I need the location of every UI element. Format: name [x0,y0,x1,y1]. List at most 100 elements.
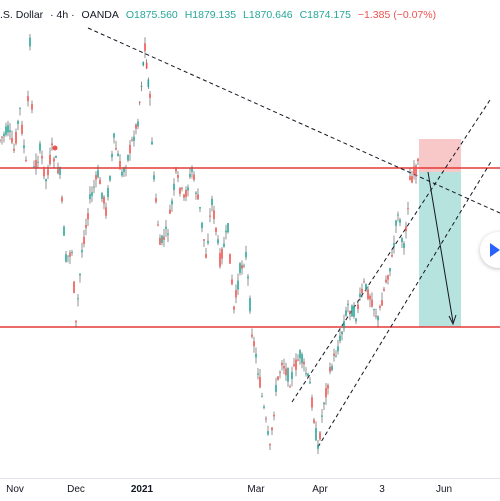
candle-body [217,239,219,244]
candle-body [75,320,77,323]
candle-body [189,174,191,178]
candle-body [23,145,25,149]
play-icon [490,243,500,257]
candle-body [353,305,355,317]
replay-play-button[interactable] [480,232,500,268]
candle-body [391,254,393,257]
candle-body [109,175,111,181]
candle-body [163,236,165,240]
candle-body [105,207,107,216]
candle-body [237,280,239,290]
candle-body [31,104,33,110]
candle-body [269,443,271,446]
candle-body [101,192,103,199]
candle-body [263,406,265,409]
candle-body [251,334,253,337]
candle-body [365,283,367,291]
price-chart[interactable] [0,0,500,478]
candle-body [19,107,21,109]
candle-body [415,165,417,177]
x-label-2021: 2021 [130,484,154,495]
candle-body [311,397,313,408]
interval-label[interactable]: · 4h · [50,9,75,21]
candle-body [157,224,159,226]
candle-body [183,194,185,198]
candle-body [15,132,17,144]
candle-body [35,160,37,168]
candle-body [373,309,375,311]
candle-body [167,233,169,235]
channel-lower-line[interactable] [317,159,493,448]
candle-body [43,166,45,177]
candle-body [399,219,401,223]
candle-body [341,331,343,335]
candle-body [135,124,137,129]
candle-body [247,276,249,279]
candle-body [77,298,79,300]
candle-body [221,248,223,259]
candle-body [395,220,397,226]
candle-body [227,223,229,233]
candle-body [357,304,359,310]
candle-body [293,364,295,366]
candle-body [349,310,351,314]
candle-body [53,158,55,162]
candle-body [385,279,387,283]
candle-body [287,368,289,382]
candle-body [137,121,139,127]
take-profit-zone[interactable] [419,172,461,327]
candle-body [125,167,127,169]
candle-body [159,238,161,245]
candle-body [197,194,199,200]
candle-body [127,155,129,161]
candle-body [5,126,7,135]
candle-body [231,279,233,285]
candle-body [191,169,193,172]
x-label-3: 3 [379,484,385,495]
candle-body [413,166,415,175]
candle-body [161,235,163,243]
candle-body [199,206,201,209]
close-value: C1874.175 [299,9,351,21]
candle-body [151,141,153,145]
candle-body [169,209,171,214]
candle-body [39,143,41,151]
candle-body [285,368,287,376]
candle-body [271,427,273,431]
candle-body [239,263,241,273]
candle-body [93,186,95,188]
candle-body [331,365,333,371]
time-axis[interactable]: Nov Dec 2021 Mar Apr 3 Jun [0,478,500,501]
forecast-arrow[interactable] [427,171,454,323]
candles-group [0,34,419,455]
candle-body [389,268,391,272]
candle-body [121,171,123,176]
candle-body [29,37,31,47]
candle-body [73,281,75,293]
candle-body [363,281,365,283]
candle-body [361,288,363,294]
candle-body [245,252,247,258]
candle-body [195,192,197,194]
candle-body [201,222,203,229]
candle-body [209,215,211,217]
stop-loss-zone[interactable] [419,139,461,172]
candle-body [205,254,207,258]
candle-body [133,136,135,141]
candle-body [409,176,411,181]
candle-body [367,289,369,299]
symbol-name[interactable]: .S. Dollar [0,9,44,21]
candle-body [255,353,257,358]
candle-body [219,253,221,267]
candle-body [249,298,251,312]
candle-body [71,251,73,254]
chart-legend: .S. Dollar · 4h · OANDA O1875.560 H1879.… [0,0,500,30]
candle-body [45,179,47,182]
candle-body [243,265,245,267]
candle-body [173,183,175,191]
candle-body [401,238,403,242]
candle-body [89,194,91,200]
candle-body [253,341,255,347]
candle-body [37,161,39,163]
descending-trendline[interactable] [87,27,500,214]
